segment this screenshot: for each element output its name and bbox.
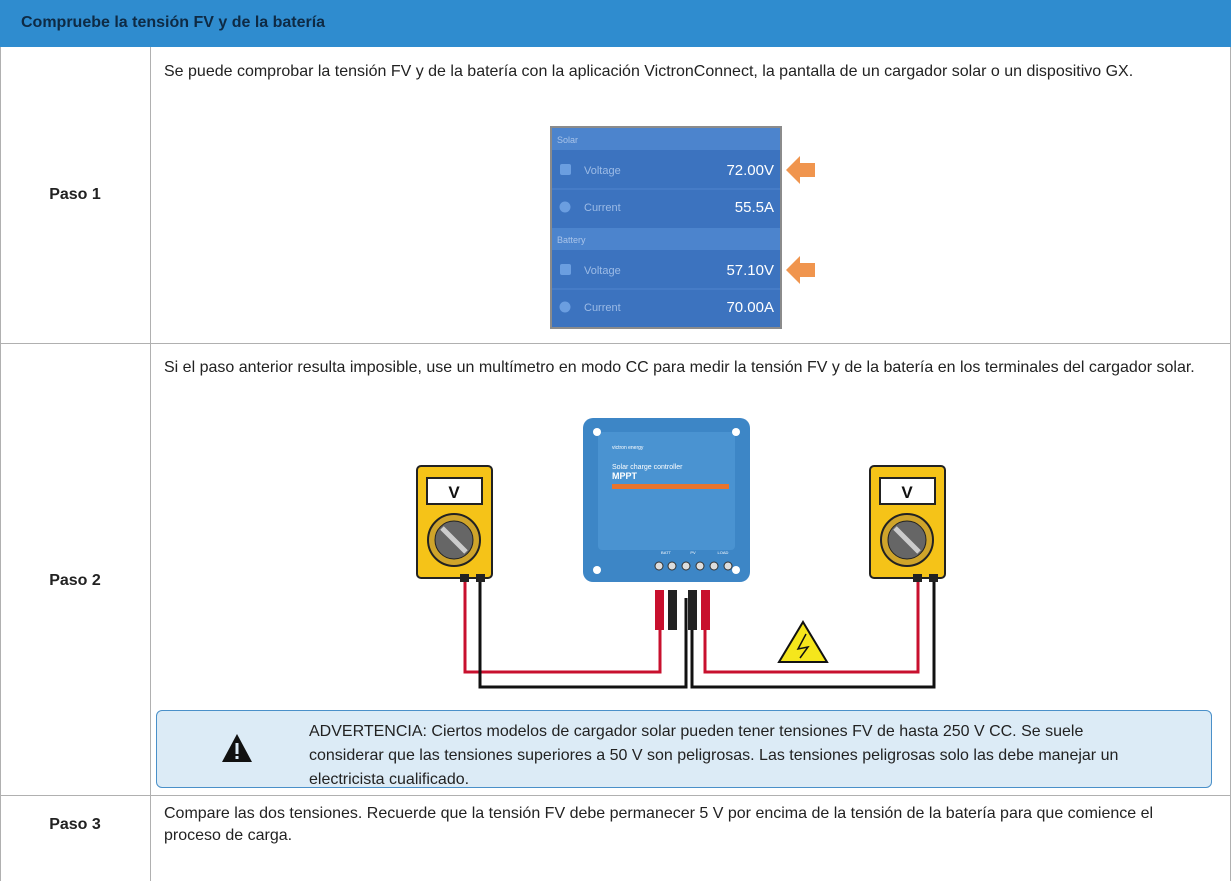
meter-display [426, 477, 483, 505]
row-text: Se puede comprobar la tensión FV y de la… [164, 63, 1134, 80]
app-screenshot: Solar Battery Voltage Current Voltage Cu… [550, 126, 815, 329]
item-value: 72.00V [726, 162, 774, 179]
meter-label: V [901, 483, 913, 502]
arrow [786, 156, 815, 184]
probe [701, 590, 710, 630]
item-value: 70.00A [726, 299, 774, 316]
section-header [552, 228, 780, 250]
model: MPPT [612, 471, 638, 481]
hole [732, 566, 740, 574]
warning-dot [235, 756, 239, 759]
app-bg [552, 128, 780, 327]
section-header [552, 128, 780, 150]
warning-icon [222, 734, 252, 762]
icon [559, 201, 571, 213]
item-value: 57.10V [726, 262, 774, 279]
row-label: Paso 3 [49, 816, 101, 833]
row-label: Paso 2 [49, 572, 101, 589]
terminal [695, 561, 705, 571]
terminal-label: BATT [661, 550, 671, 555]
item-name: Voltage [584, 265, 621, 277]
icon [560, 264, 571, 275]
row-divider [0, 343, 1231, 344]
column-divider [150, 47, 151, 881]
row-text: Si el paso anterior resulta imposible, u… [164, 359, 1195, 376]
wire [478, 580, 688, 689]
brand: victron energy [612, 445, 644, 451]
jack [929, 574, 938, 582]
wire [703, 580, 920, 674]
hole [593, 566, 601, 574]
terminal [654, 561, 664, 571]
wire [463, 580, 662, 674]
stripe [612, 484, 729, 489]
icon [560, 164, 571, 175]
section-title: Battery [557, 235, 586, 245]
multimeter: V [869, 465, 946, 582]
terminal-label: PV [690, 550, 696, 555]
section-title: Solar [557, 135, 578, 145]
meter-display [879, 477, 936, 505]
terminal [723, 561, 733, 571]
meter-pointer [893, 526, 921, 554]
meter-label: V [448, 483, 460, 502]
border [0, 47, 1, 881]
arrow [786, 256, 815, 284]
item-name: Voltage [584, 165, 621, 177]
product: Solar charge controller [612, 464, 683, 471]
header-title: Compruebe la tensión FV y de la batería [21, 14, 326, 31]
wire [690, 580, 936, 689]
row-label: Paso 1 [49, 186, 101, 203]
probe [688, 590, 697, 630]
controller-face [598, 432, 735, 550]
terminal [667, 561, 677, 571]
charge-controller: victron energy Solar charge controller M… [583, 418, 750, 582]
warning-box: ADVERTENCIA: Ciertos modelos de cargador… [156, 710, 1212, 788]
hazard-bolt [796, 633, 810, 659]
jack [913, 574, 922, 582]
hazard-triangle [777, 620, 829, 663]
terminal-label: LOAD [718, 550, 729, 555]
item-value: 55.5A [735, 199, 774, 216]
multimeter: V [416, 465, 493, 582]
row-text: Compare las dos tensiones. Recuerde que … [164, 805, 1154, 844]
hazard-sign [777, 620, 829, 663]
item-name: Current [584, 202, 621, 214]
jack [460, 574, 469, 582]
item-name: Current [584, 302, 621, 314]
hole [732, 428, 740, 436]
meter-pointer [440, 526, 468, 554]
terminal [681, 561, 691, 571]
warning-text: ADVERTENCIA: Ciertos modelos de cargador… [309, 723, 1119, 788]
header: Compruebe la tensión FV y de la batería [0, 0, 1231, 47]
probes [655, 590, 710, 630]
jack [476, 574, 485, 582]
warning-mark [235, 743, 239, 754]
icon [559, 301, 571, 313]
probe [655, 590, 664, 630]
hole [593, 428, 601, 436]
terminal [709, 561, 719, 571]
row-divider [0, 795, 1231, 796]
probe [668, 590, 677, 630]
wiring-diagram [463, 580, 936, 689]
